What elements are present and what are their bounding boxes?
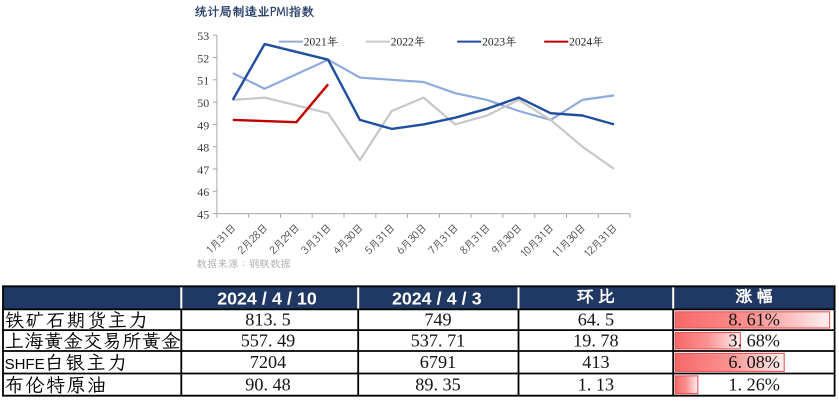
svg-text:6791: 6791 [420, 352, 456, 372]
svg-text:2024: 2024 [217, 289, 257, 309]
svg-text:2021: 2021 [304, 37, 327, 49]
svg-text:/: / [287, 289, 292, 309]
svg-text:45: 45 [197, 208, 209, 222]
svg-text:19. 78: 19. 78 [573, 331, 618, 351]
svg-text:6. 08%: 6. 08% [728, 352, 780, 372]
svg-text:47: 47 [197, 163, 209, 177]
svg-text:4: 4 [447, 289, 457, 309]
svg-text:2022: 2022 [391, 37, 414, 49]
svg-text:749: 749 [424, 310, 451, 330]
svg-text:90. 48: 90. 48 [245, 375, 290, 395]
svg-text:413: 413 [582, 352, 609, 372]
svg-text:4: 4 [272, 289, 282, 309]
svg-text:64. 5: 64. 5 [578, 310, 614, 330]
svg-text:49: 49 [197, 118, 209, 132]
svg-text:7204: 7204 [250, 352, 286, 372]
svg-text:2023: 2023 [482, 37, 505, 49]
svg-text:/: / [262, 289, 267, 309]
svg-text:1. 26%: 1. 26% [728, 375, 780, 395]
svg-text:557. 49: 557. 49 [241, 331, 296, 351]
svg-text:53: 53 [197, 29, 209, 43]
svg-text:537. 71: 537. 71 [411, 331, 466, 351]
svg-text:/: / [437, 289, 442, 309]
svg-text:SHFE: SHFE [5, 356, 45, 373]
svg-text:/: / [462, 289, 467, 309]
svg-text:50: 50 [197, 96, 209, 110]
svg-text:2024: 2024 [569, 37, 592, 49]
svg-text:3: 3 [472, 289, 482, 309]
svg-text:46: 46 [197, 185, 209, 199]
svg-text:813. 5: 813. 5 [245, 310, 290, 330]
svg-text:10: 10 [297, 289, 317, 309]
svg-text:3. 68%: 3. 68% [728, 331, 780, 351]
svg-text:8. 61%: 8. 61% [728, 310, 780, 330]
svg-text:48: 48 [197, 141, 209, 155]
svg-text:89. 35: 89. 35 [415, 375, 460, 395]
svg-text:51: 51 [197, 74, 209, 88]
svg-text:52: 52 [197, 51, 209, 65]
svg-text:1. 13: 1. 13 [578, 375, 614, 395]
svg-text:2024: 2024 [392, 289, 432, 309]
